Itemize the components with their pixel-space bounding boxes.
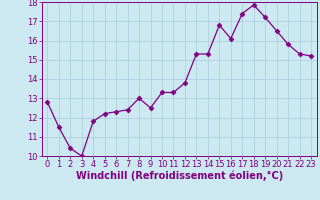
X-axis label: Windchill (Refroidissement éolien,°C): Windchill (Refroidissement éolien,°C) (76, 171, 283, 181)
